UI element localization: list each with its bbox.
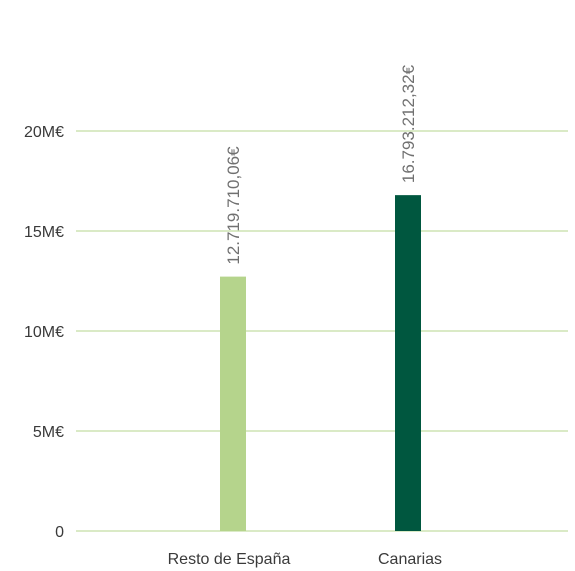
x-category-label: Resto de España <box>168 551 291 568</box>
data-labels: 12.719.710,06€ 16.793.212,32€ <box>224 64 418 264</box>
x-axis-category-labels: Resto de España Canarias <box>168 551 442 568</box>
bar <box>395 195 421 532</box>
y-tick-label: 15M€ <box>24 224 64 241</box>
y-axis-tick-labels: 0 5M€ 10M€ 15M€ 20M€ <box>24 124 64 541</box>
y-tick-label: 5M€ <box>33 424 64 441</box>
y-tick-label: 0 <box>55 524 64 541</box>
y-tick-label: 20M€ <box>24 124 64 141</box>
y-tick-label: 10M€ <box>24 324 64 341</box>
bars <box>220 195 421 532</box>
data-label: 12.719.710,06€ <box>224 146 243 265</box>
gridlines <box>76 130 568 532</box>
data-label: 16.793.212,32€ <box>399 64 418 183</box>
x-category-label: Canarias <box>378 551 442 568</box>
bar <box>220 276 246 531</box>
